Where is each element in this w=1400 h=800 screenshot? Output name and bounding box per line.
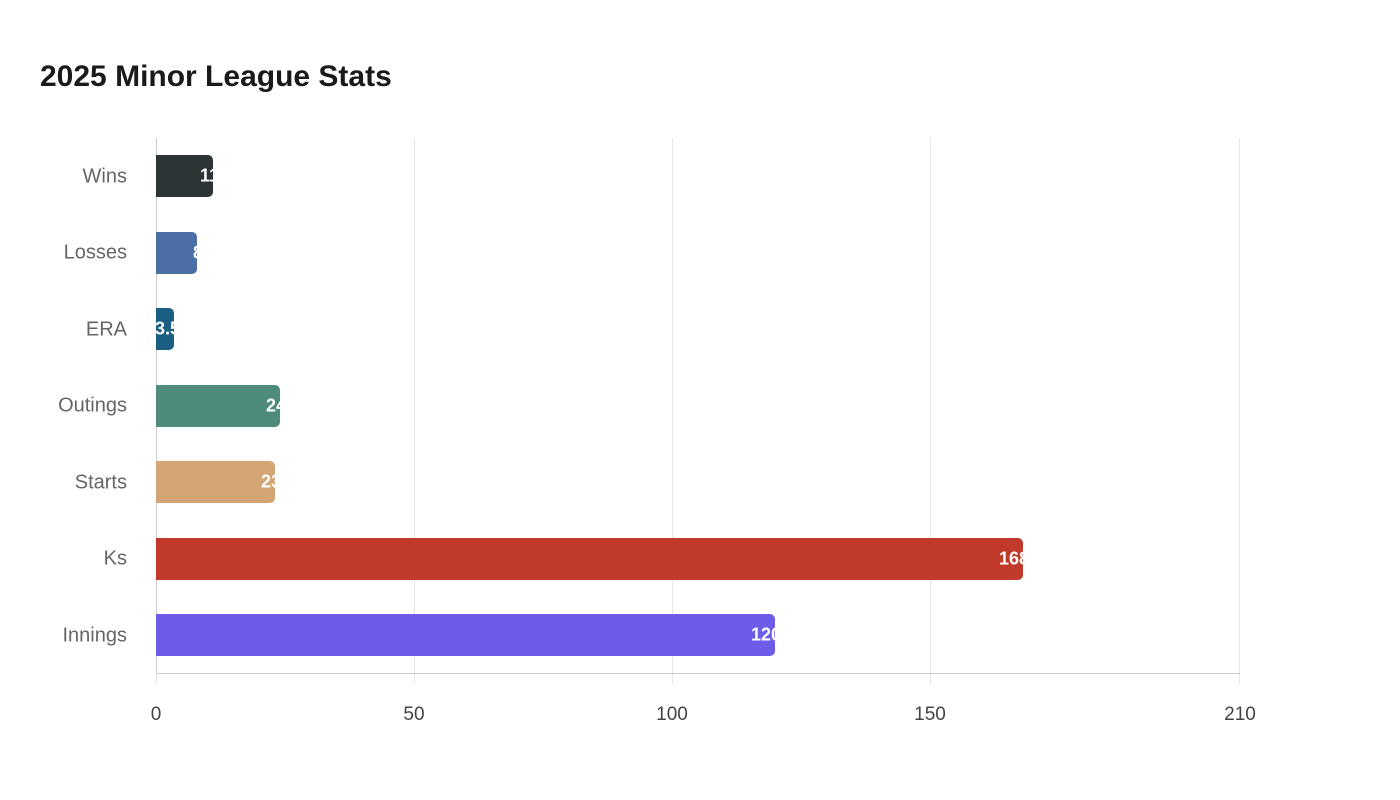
- bar-innings[interactable]: 120: [156, 614, 775, 656]
- category-label-wins: Wins: [82, 165, 127, 188]
- bar-starts[interactable]: 23: [156, 461, 275, 503]
- x-tick-label-150: 150: [914, 704, 946, 725]
- gridline-50: [414, 138, 415, 674]
- gridline-100: [672, 138, 673, 674]
- tick-150: [930, 674, 931, 684]
- plot-area: 11 8 3.5 24 23 168 120: [156, 138, 1240, 684]
- tick-100: [672, 674, 673, 684]
- x-tick-label-210: 210: [1224, 704, 1256, 725]
- bar-losses[interactable]: 8: [156, 232, 197, 274]
- gridline-210: [1239, 138, 1240, 674]
- category-label-innings: Innings: [62, 624, 128, 647]
- tick-50: [414, 674, 415, 684]
- chart-title: 2025 Minor League Stats: [40, 60, 392, 93]
- bar-value-label: 168: [998, 548, 1023, 569]
- category-label-outings: Outings: [58, 394, 127, 417]
- bar-value-label: 23: [260, 471, 275, 492]
- gridline-150: [930, 138, 931, 674]
- bar-outings[interactable]: 24: [156, 385, 280, 427]
- x-tick-label-50: 50: [403, 704, 425, 725]
- x-axis-line: [156, 673, 1240, 674]
- bar-value-label: 120: [750, 624, 775, 645]
- bar-value-label: 8: [193, 243, 197, 264]
- bar-value-label: 11: [199, 165, 213, 186]
- x-tick-label-0: 0: [150, 704, 162, 725]
- bar-value-label: 3.5: [156, 318, 174, 339]
- bar-value-label: 24: [265, 395, 280, 416]
- bar-era[interactable]: 3.5: [156, 308, 174, 350]
- bar-ks[interactable]: 168: [156, 538, 1023, 580]
- tick-210: [1239, 674, 1240, 684]
- category-label-starts: Starts: [74, 471, 127, 494]
- x-tick-label-100: 100: [656, 704, 688, 725]
- bar-wins[interactable]: 11: [156, 155, 213, 197]
- category-label-ks: Ks: [103, 547, 127, 570]
- category-label-era: ERA: [85, 318, 127, 341]
- category-label-losses: Losses: [63, 241, 127, 264]
- tick-0: [156, 674, 157, 684]
